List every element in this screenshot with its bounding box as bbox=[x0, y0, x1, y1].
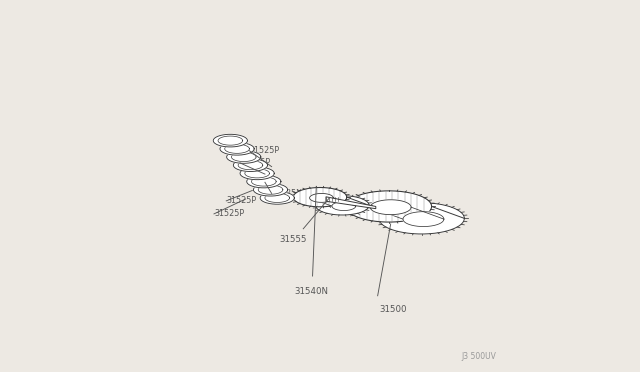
Polygon shape bbox=[332, 202, 356, 211]
Polygon shape bbox=[218, 136, 243, 145]
Polygon shape bbox=[252, 177, 276, 186]
Polygon shape bbox=[213, 134, 248, 147]
Polygon shape bbox=[258, 185, 283, 194]
Polygon shape bbox=[245, 169, 269, 178]
Polygon shape bbox=[220, 142, 254, 155]
Polygon shape bbox=[326, 197, 376, 209]
Polygon shape bbox=[246, 175, 281, 188]
Polygon shape bbox=[370, 200, 411, 215]
Polygon shape bbox=[310, 193, 333, 202]
Polygon shape bbox=[265, 193, 289, 202]
Text: 31555: 31555 bbox=[279, 235, 307, 244]
Text: 31525P: 31525P bbox=[214, 209, 244, 218]
Polygon shape bbox=[316, 196, 369, 215]
Text: 31540N: 31540N bbox=[294, 287, 328, 296]
Text: 31525P: 31525P bbox=[227, 196, 257, 205]
Polygon shape bbox=[346, 191, 431, 222]
Polygon shape bbox=[234, 159, 268, 171]
Polygon shape bbox=[225, 144, 250, 153]
Text: 31500: 31500 bbox=[380, 305, 407, 314]
Polygon shape bbox=[253, 183, 287, 196]
Text: J3 500UV: J3 500UV bbox=[462, 352, 497, 361]
Polygon shape bbox=[240, 167, 275, 180]
Polygon shape bbox=[379, 203, 465, 234]
Polygon shape bbox=[227, 151, 261, 163]
Polygon shape bbox=[238, 161, 263, 170]
Polygon shape bbox=[403, 212, 444, 227]
Polygon shape bbox=[260, 192, 294, 204]
Text: 31525P: 31525P bbox=[250, 146, 280, 155]
Text: 31435X: 31435X bbox=[271, 189, 302, 198]
Polygon shape bbox=[232, 153, 256, 161]
Text: 31525P: 31525P bbox=[240, 158, 270, 167]
Polygon shape bbox=[293, 187, 347, 207]
